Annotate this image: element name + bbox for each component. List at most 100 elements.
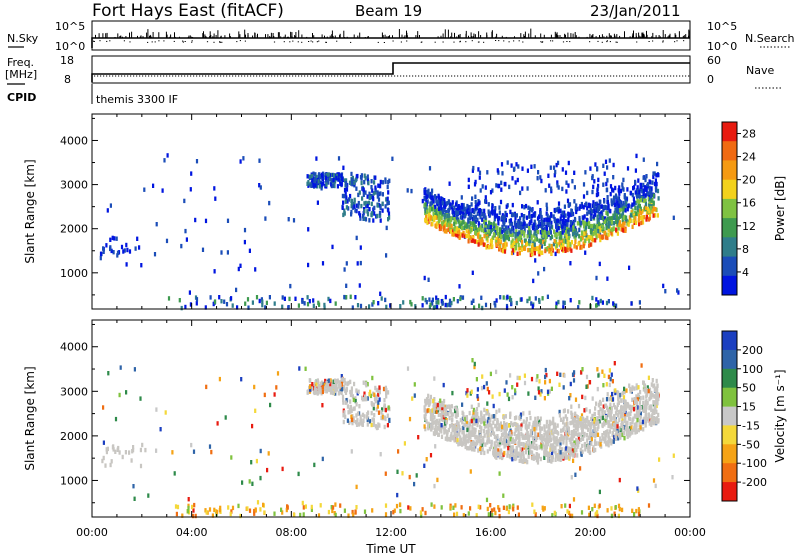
range-time-cell <box>493 221 496 226</box>
range-time-cell <box>324 378 327 384</box>
range-time-cell <box>375 425 378 431</box>
range-time-cell <box>424 217 427 223</box>
range-time-cell <box>105 243 108 248</box>
range-time-cell <box>468 422 472 427</box>
range-time-cell <box>246 297 250 302</box>
range-time-cell <box>537 220 541 225</box>
range-time-cell <box>599 211 602 216</box>
range-time-cell <box>339 178 342 184</box>
range-time-cell <box>385 253 388 258</box>
range-time-cell <box>653 387 657 393</box>
range-time-cell <box>473 432 476 438</box>
range-time-cell <box>366 412 369 417</box>
range-time-cell <box>461 233 464 238</box>
range-time-cell <box>548 249 551 254</box>
range-time-cell <box>529 238 532 244</box>
range-time-cell <box>464 221 467 226</box>
range-time-cell <box>641 215 644 220</box>
range-time-cell <box>576 444 579 449</box>
range-time-cell <box>604 159 608 164</box>
range-time-cell <box>561 186 564 192</box>
range-time-cell <box>630 425 633 430</box>
range-time-cell <box>456 420 459 425</box>
range-time-cell <box>244 301 247 306</box>
range-time-cell <box>503 249 507 254</box>
range-time-cell <box>621 432 624 438</box>
range-time-cell <box>372 300 375 305</box>
nave-dot <box>469 75 471 77</box>
range-time-cell <box>437 405 440 411</box>
range-time-cell <box>612 196 616 202</box>
range-time-cell <box>433 207 436 212</box>
range-time-cell <box>342 397 345 403</box>
range-time-cell <box>473 420 476 425</box>
nsearch-tick-bottom: 10^0 <box>707 40 737 53</box>
range-time-cell <box>458 230 461 235</box>
range-time-cell <box>437 204 441 209</box>
range-time-cell <box>650 419 653 424</box>
nave-dot <box>430 75 432 77</box>
range-time-cell <box>591 203 595 209</box>
range-time-cell <box>455 207 458 213</box>
range-time-cell <box>468 410 471 416</box>
nave-dot <box>373 75 375 77</box>
range-time-cell <box>561 436 564 442</box>
range-time-cell <box>315 174 318 180</box>
range-time-cell <box>229 511 232 517</box>
range-time-cell <box>556 222 559 228</box>
range-time-cell <box>451 417 454 422</box>
range-time-cell <box>649 395 652 400</box>
range-time-cell <box>344 181 348 186</box>
range-time-cell <box>465 223 468 229</box>
range-time-cell <box>626 402 629 408</box>
range-time-cell <box>399 304 402 309</box>
range-time-cell <box>492 420 495 425</box>
nsearch-dot <box>308 41 310 42</box>
range-time-cell <box>639 411 642 416</box>
range-time-cell <box>325 388 328 394</box>
range-time-cell <box>572 497 576 502</box>
range-time-cell <box>112 444 115 449</box>
nsearch-dot <box>173 40 175 42</box>
nave-dot <box>145 75 147 77</box>
range-time-cell <box>540 244 543 249</box>
range-time-cell <box>361 397 364 402</box>
range-time-cell <box>549 235 552 241</box>
nsearch-dot <box>498 40 500 42</box>
nave-dot <box>391 75 393 77</box>
range-time-cell <box>556 228 559 233</box>
range-time-cell <box>612 427 615 432</box>
range-time-cell <box>440 196 443 201</box>
range-time-cell <box>567 183 570 188</box>
range-time-cell <box>562 419 565 425</box>
range-time-cell <box>647 195 650 200</box>
range-time-cell <box>517 433 520 439</box>
range-time-cell <box>473 361 476 367</box>
range-time-cell <box>616 221 619 227</box>
range-time-cell <box>502 426 505 431</box>
range-time-cell <box>643 198 646 203</box>
range-time-cell <box>655 420 658 425</box>
range-time-cell <box>360 176 363 181</box>
range-time-cell <box>644 198 647 203</box>
range-time-cell <box>627 411 630 416</box>
range-time-cell <box>341 205 344 210</box>
nave-dot <box>319 75 321 77</box>
range-time-cell <box>531 243 534 248</box>
range-time-cell <box>287 305 290 310</box>
range-time-cell <box>356 261 359 266</box>
range-time-cell <box>288 296 291 302</box>
range-time-cell <box>502 237 505 242</box>
nsearch-dot <box>106 40 108 42</box>
range-time-cell <box>547 451 551 456</box>
range-time-cell <box>429 216 432 221</box>
range-time-cell <box>364 176 367 181</box>
range-time-cell <box>513 248 516 253</box>
range-time-cell <box>629 213 632 218</box>
range-time-cell <box>606 211 609 217</box>
nave-dot <box>163 75 165 77</box>
range-time-cell <box>312 178 315 183</box>
range-time-cell <box>497 505 500 510</box>
range-time-cell <box>254 267 257 272</box>
range-time-cell <box>471 413 474 419</box>
